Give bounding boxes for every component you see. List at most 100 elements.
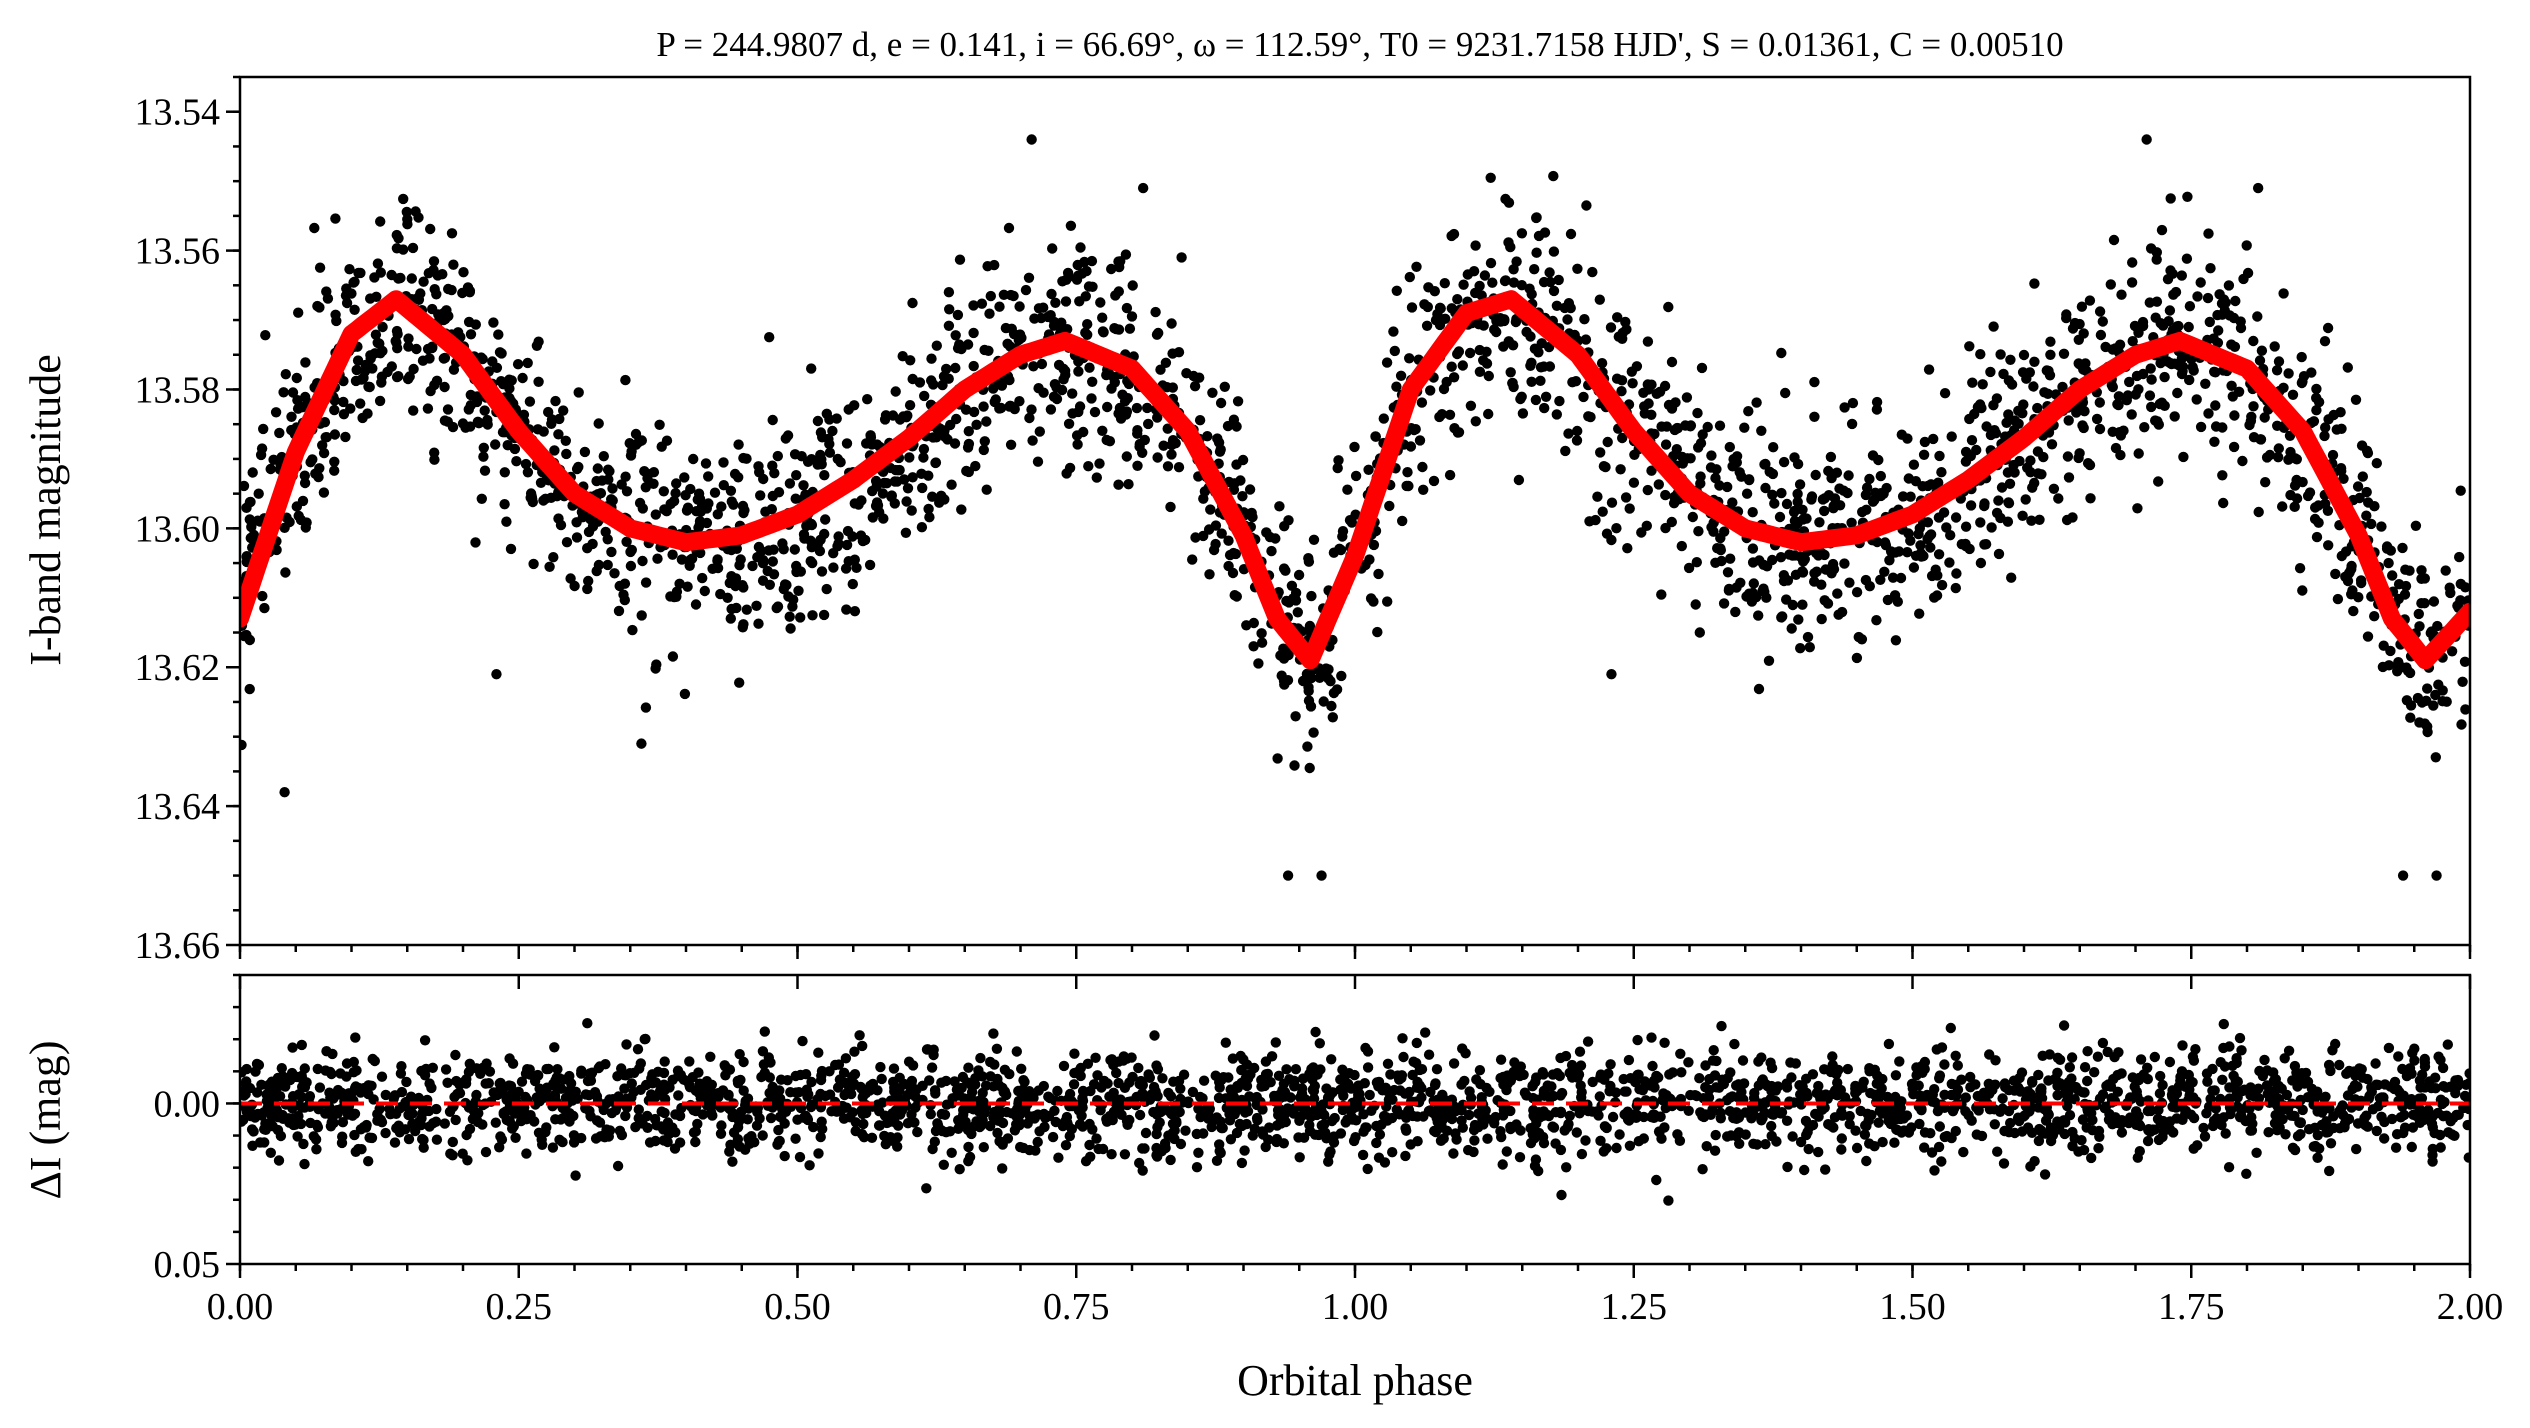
data-point: [2014, 455, 2025, 467]
data-point: [1131, 402, 1143, 414]
residual-point: [312, 1122, 324, 1133]
residual-point: [1240, 1107, 1251, 1118]
data-point: [2397, 542, 2408, 554]
residual-point: [1965, 1071, 1976, 1083]
residual-point: [260, 1124, 271, 1136]
data-point: [668, 495, 680, 507]
residual-point: [734, 1049, 745, 1060]
data-point: [2022, 462, 2033, 473]
data-point: [954, 254, 966, 265]
data-point: [2361, 486, 2372, 498]
data-point: [619, 578, 631, 589]
residual-point: [757, 1130, 768, 1141]
data-point: [2445, 587, 2456, 599]
data-point: [1941, 522, 1952, 533]
data-point: [1479, 270, 1491, 281]
residual-point: [431, 1134, 443, 1145]
residual-point: [1495, 1054, 1507, 1065]
data-point: [952, 309, 964, 321]
data-point: [630, 428, 642, 440]
residual-point: [1559, 1125, 1570, 1136]
data-point: [2283, 368, 2294, 379]
residual-point: [2246, 1125, 2258, 1136]
data-point: [1681, 392, 1693, 403]
data-point: [669, 591, 680, 603]
data-point: [1690, 599, 1701, 610]
data-point: [879, 477, 890, 489]
residual-point: [1552, 1068, 1563, 1079]
residual-point: [2077, 1087, 2089, 1098]
data-point: [1531, 212, 1542, 224]
data-point: [2310, 502, 2321, 513]
residual-point: [2419, 1061, 2431, 1072]
data-point: [358, 372, 369, 384]
data-point: [355, 398, 366, 409]
residual-point: [1936, 1156, 1947, 1167]
residual-point: [2427, 1143, 2438, 1155]
residual-point: [240, 1116, 247, 1127]
data-point: [1438, 383, 1450, 395]
data-point: [1826, 472, 1837, 484]
data-point: [520, 458, 532, 470]
data-point: [505, 543, 517, 555]
residual-point: [2218, 1018, 2229, 1030]
data-point: [1671, 444, 1683, 455]
residual-point: [324, 1087, 335, 1098]
data-point: [2113, 391, 2125, 402]
data-point: [2073, 334, 2084, 345]
residual-point: [1058, 1060, 1070, 1072]
residual-point: [445, 1148, 456, 1159]
data-point: [1281, 595, 1292, 607]
data-point: [1741, 488, 1753, 499]
data-point: [2332, 593, 2344, 605]
data-point: [2296, 351, 2307, 363]
residual-point: [240, 1090, 250, 1101]
data-point: [487, 356, 498, 367]
data-point: [2079, 406, 2090, 417]
data-point: [1137, 447, 1148, 458]
data-point: [919, 390, 930, 402]
data-point: [408, 363, 419, 375]
residual-point: [1357, 1149, 1369, 1161]
data-point: [927, 491, 938, 502]
residual-point: [804, 1160, 815, 1171]
residual-point: [583, 1090, 595, 1101]
residual-point: [806, 1076, 817, 1088]
data-point: [2192, 291, 2203, 302]
residual-point: [1858, 1076, 1869, 1088]
data-point: [1210, 520, 1222, 531]
data-point: [402, 373, 414, 385]
data-point: [798, 480, 809, 491]
data-point: [790, 493, 801, 504]
data-point: [392, 329, 403, 340]
data-point: [1446, 361, 1457, 372]
residual-point: [612, 1160, 624, 1172]
data-point: [2003, 498, 2015, 509]
data-point: [1761, 592, 1772, 603]
data-point: [1809, 411, 1820, 422]
data-point: [1643, 384, 1654, 395]
residual-point: [2435, 1142, 2446, 1153]
data-point: [753, 461, 764, 472]
residual-point: [1883, 1038, 1895, 1050]
data-point: [1715, 532, 1726, 544]
data-point: [341, 297, 353, 309]
data-point: [812, 415, 824, 427]
residual-point: [1121, 1053, 1133, 1064]
data-point: [757, 575, 769, 586]
residual-point: [941, 1099, 952, 1110]
data-point: [1064, 462, 1076, 474]
data-point: [1417, 461, 1428, 473]
residual-point: [1425, 1086, 1436, 1098]
data-point: [889, 498, 900, 509]
data-point: [442, 404, 454, 415]
residual-point: [2062, 1100, 2073, 1112]
residual-point: [1430, 1126, 1442, 1138]
residual-point: [2058, 1020, 2070, 1031]
residual-point: [385, 1109, 396, 1120]
data-point: [994, 301, 1005, 312]
data-point: [1337, 531, 1348, 542]
data-point: [782, 430, 794, 441]
data-point: [2095, 329, 2107, 341]
data-point: [1097, 425, 1108, 436]
